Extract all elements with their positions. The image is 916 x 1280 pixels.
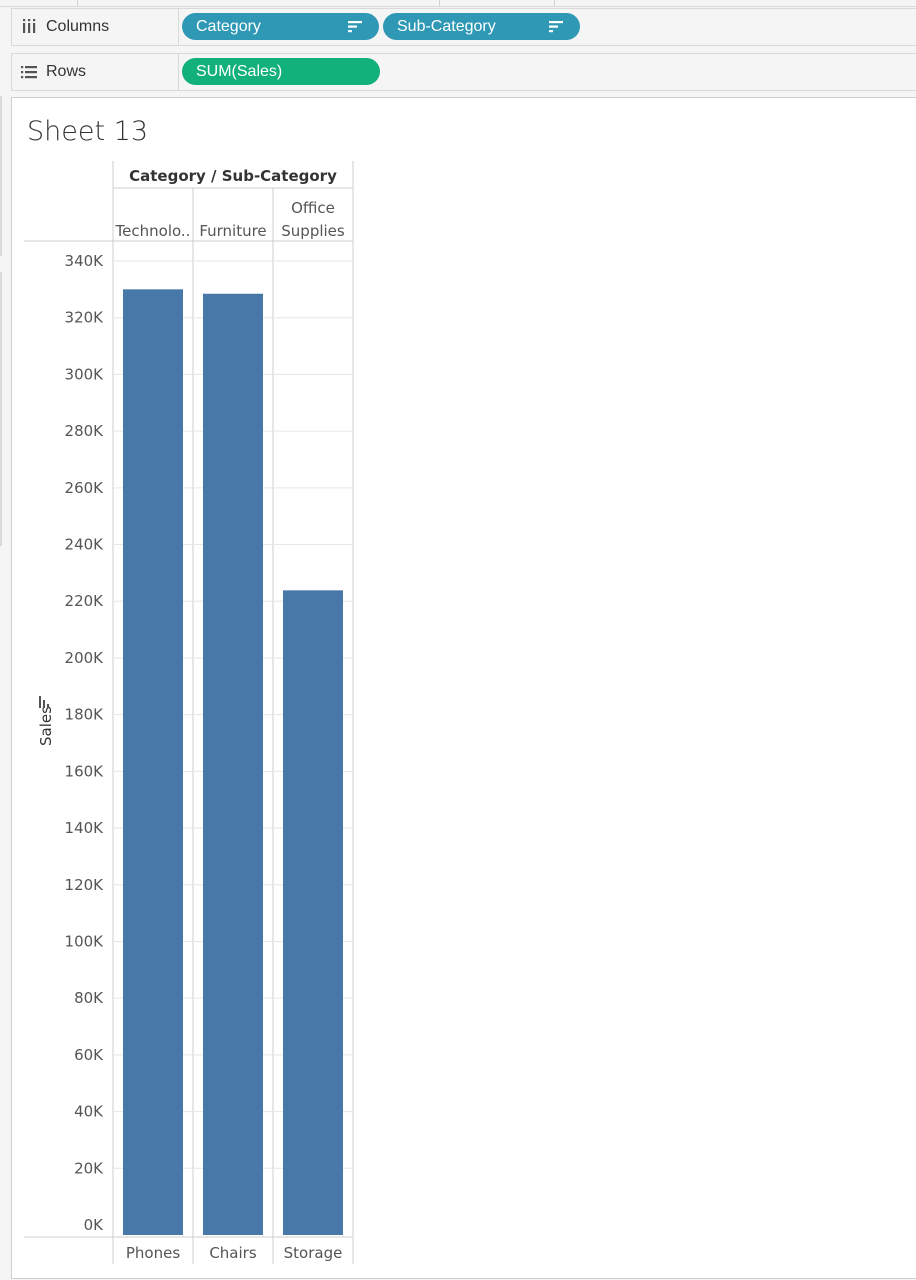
y-tick-label: 160K: [65, 762, 105, 780]
category-header: Supplies: [281, 222, 345, 240]
sub-category-pill-label: Sub-Category: [397, 18, 496, 35]
y-tick-label: 140K: [65, 819, 105, 837]
y-tick-label: 320K: [65, 309, 105, 327]
sort-indicator-icon: [39, 696, 49, 708]
left-panel-edge: [0, 96, 2, 256]
category-pill[interactable]: Category: [182, 13, 379, 40]
y-tick-label: 80K: [74, 989, 104, 1007]
y-tick-label: 220K: [65, 592, 105, 610]
y-tick-label: 200K: [65, 649, 105, 667]
sheet-title: Sheet 13: [27, 116, 148, 147]
rows-icon: [21, 64, 37, 80]
sort-descending-icon[interactable]: [549, 21, 563, 33]
sub-category-label: Phones: [126, 1244, 180, 1262]
y-tick-label: 120K: [65, 876, 105, 894]
category-header: Office: [291, 199, 335, 217]
rows-shelf-header: Rows: [12, 54, 179, 90]
columns-icon: [21, 19, 37, 35]
y-tick-label: 300K: [65, 365, 105, 383]
columns-label: Columns: [46, 18, 110, 35]
sub-category-label: Storage: [284, 1244, 343, 1262]
y-tick-label: 260K: [65, 479, 105, 497]
bar: [123, 289, 183, 1235]
y-axis-title: Sales: [37, 706, 55, 746]
rows-label: Rows: [46, 63, 87, 80]
y-tick-label: 20K: [74, 1159, 104, 1177]
left-panel-edge: [0, 272, 2, 546]
y-tick-label: 340K: [65, 252, 105, 270]
columns-shelf-header: Columns: [12, 9, 179, 45]
sum-sales-pill-label: SUM(Sales): [196, 63, 283, 80]
worksheet-view: Sheet 13 Category / Sub-Category Technolo…: [11, 97, 916, 1279]
y-tick-label: 60K: [74, 1046, 104, 1064]
y-tick-label: 40K: [74, 1103, 104, 1121]
toolbar-edge: [0, 0, 916, 7]
sub-category-pill[interactable]: Sub-Category: [383, 13, 580, 40]
y-tick-label: 280K: [65, 422, 105, 440]
y-tick-label: 100K: [65, 932, 105, 950]
bar: [283, 590, 343, 1235]
columns-shelf[interactable]: Columns Category Sub-Category: [11, 8, 916, 46]
sum-sales-pill[interactable]: SUM(Sales): [182, 58, 380, 85]
category-pill-label: Category: [196, 18, 261, 35]
category-header: Technolo..: [115, 222, 191, 240]
bar-chart: Category / Sub-Category Technolo.. Furnitu…: [24, 161, 354, 1264]
bar: [203, 293, 263, 1235]
sort-descending-icon[interactable]: [348, 21, 362, 33]
sub-category-label: Chairs: [209, 1244, 257, 1262]
rows-shelf[interactable]: Rows SUM(Sales): [11, 53, 916, 91]
category-header: Furniture: [199, 222, 266, 240]
column-header-title: Category / Sub-Category: [129, 167, 337, 185]
y-tick-label: 180K: [65, 706, 105, 724]
y-tick-label: 240K: [65, 536, 105, 554]
y-tick-label: 0K: [84, 1216, 105, 1234]
